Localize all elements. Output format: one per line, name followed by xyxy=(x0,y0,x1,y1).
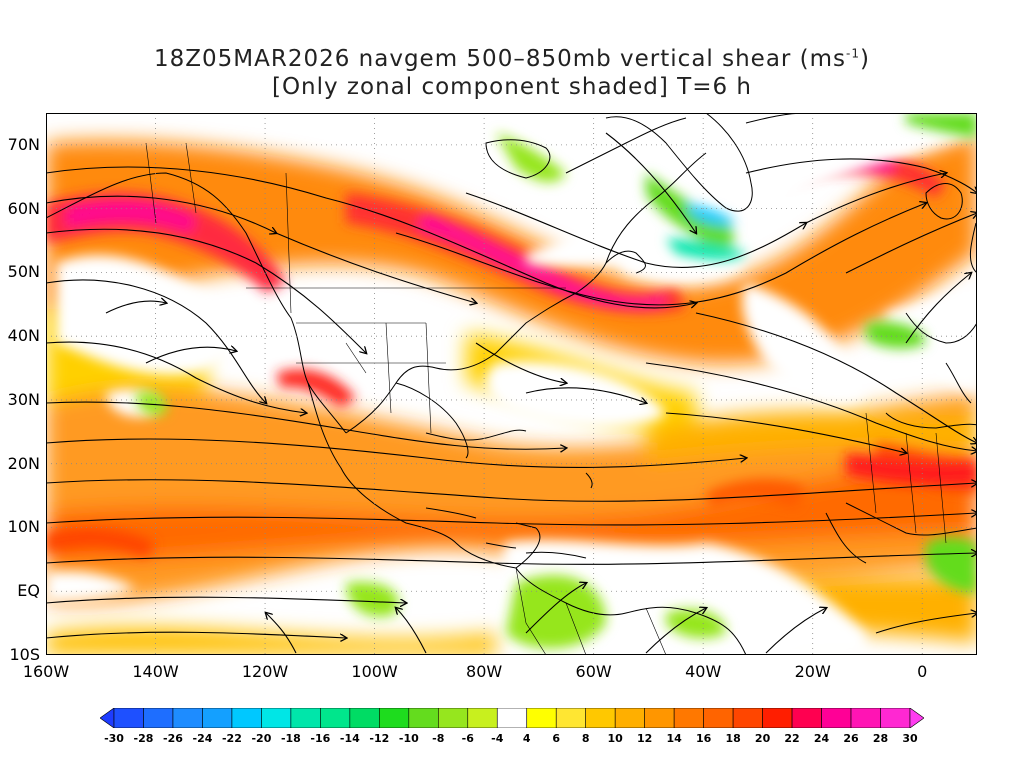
colorbar-level-label: 10 xyxy=(607,732,623,745)
colorbar-swatch xyxy=(703,708,734,728)
colorbar-swatch xyxy=(408,708,439,728)
lat-tick-label: 10S xyxy=(9,645,40,664)
colorbar-level-label: -4 xyxy=(491,732,504,745)
map-frame xyxy=(46,113,977,655)
colorbar-swatch xyxy=(585,708,616,728)
colorbar-level-label: 18 xyxy=(725,732,741,745)
colorbar-level-label: 22 xyxy=(784,732,800,745)
colorbar-swatch xyxy=(644,708,675,728)
colorbar-level-label: 28 xyxy=(872,732,889,745)
coastlines xyxy=(46,113,977,655)
lon-tick-label: 40W xyxy=(685,662,722,681)
colorbar-swatch xyxy=(555,708,587,728)
lon-tick-label: 20W xyxy=(794,662,831,681)
lon-tick-label: 0 xyxy=(917,662,928,681)
colorbar-level-label: 16 xyxy=(695,732,712,745)
colorbar xyxy=(100,708,924,728)
colorbar-level-label: -28 xyxy=(133,732,154,745)
colorbar-swatch xyxy=(526,708,557,728)
colorbar-swatch xyxy=(762,708,793,728)
colorbar-level-label: -18 xyxy=(280,732,301,745)
colorbar-level-label: -14 xyxy=(339,732,360,745)
lat-tick-label: 30N xyxy=(7,389,40,409)
colorbar-swatch xyxy=(614,708,645,728)
colorbar-level-label: 8 xyxy=(581,732,590,745)
colorbar-level-label: -10 xyxy=(398,732,419,745)
lat-tick-label: EQ xyxy=(17,581,40,601)
lat-tick-label: 50N xyxy=(7,262,40,282)
lon-tick-label: 120W xyxy=(241,662,289,681)
colorbar-swatch xyxy=(467,708,498,728)
colorbar-level-label: 14 xyxy=(666,732,682,745)
colorbar-level-label: 20 xyxy=(754,732,771,745)
colorbar-swatch xyxy=(437,708,469,728)
colorbar-level-label: -16 xyxy=(310,732,331,745)
lon-tick-label: 60W xyxy=(575,662,612,681)
colorbar-level-label: -20 xyxy=(251,732,272,745)
colorbar-swatch xyxy=(880,708,911,728)
chart-title-suffix: ) xyxy=(860,46,870,72)
colorbar-swatch xyxy=(320,708,351,728)
shading-negative-areas xyxy=(136,113,977,649)
lat-tick-label: 70N xyxy=(7,134,40,154)
colorbar-swatch xyxy=(290,708,321,728)
lon-tick-label: 160W xyxy=(22,662,70,681)
colorbar-swatch xyxy=(143,708,174,728)
colorbar-swatch xyxy=(821,708,852,728)
shear-shading xyxy=(46,113,977,655)
colorbar-level-label: -22 xyxy=(221,732,242,745)
chart-title-line2: [Only zonal component shaded] T=6 h xyxy=(271,74,753,100)
lat-tick-label: 60N xyxy=(7,198,40,218)
colorbar-level-label: 4 xyxy=(522,732,531,745)
shear-map xyxy=(46,113,977,655)
colorbar-swatch xyxy=(791,708,822,728)
colorbar-swatch xyxy=(349,708,380,728)
lon-tick-label: 140W xyxy=(132,662,179,681)
colorbar-level-label: -12 xyxy=(369,732,390,745)
colorbar-swatch xyxy=(379,708,410,728)
lat-lon-grid xyxy=(46,113,977,655)
colorbar-level-label: -30 xyxy=(104,732,124,745)
lat-tick-label: 20N xyxy=(7,453,40,473)
chart-title-line1: 18Z05MAR2026 navgem 500–850mb vertical s… xyxy=(0,46,1024,72)
colorbar-level-label: 30 xyxy=(902,732,918,745)
colorbar-swatch xyxy=(909,708,924,728)
colorbar-level-label: 6 xyxy=(552,732,561,745)
chart-title-unit-exponent: -1 xyxy=(846,46,861,61)
colorbar-swatch xyxy=(732,708,763,728)
lon-tick-label: 80W xyxy=(466,662,503,681)
colorbar-level-label: 12 xyxy=(637,732,653,745)
colorbar-swatch xyxy=(231,708,262,728)
streamlines xyxy=(46,132,977,654)
colorbar-level-label: 26 xyxy=(843,732,859,745)
colorbar-swatch xyxy=(496,708,528,728)
map-content xyxy=(46,113,977,655)
lon-tick-label: 100W xyxy=(351,662,398,681)
colorbar-swatch xyxy=(261,708,292,728)
colorbar-swatch xyxy=(113,708,144,728)
colorbar-level-label: -26 xyxy=(163,732,183,745)
colorbar-level-label: -24 xyxy=(192,732,213,745)
colorbar-level-label: 24 xyxy=(813,732,830,745)
colorbar-swatch xyxy=(172,708,203,728)
colorbar-level-label: -8 xyxy=(432,732,445,745)
colorbar-swatch xyxy=(202,708,233,728)
lat-tick-label: 10N xyxy=(7,517,40,537)
colorbar-level-label: -6 xyxy=(461,732,474,745)
colorbar-swatch xyxy=(673,708,704,728)
chart-title-prefix: 18Z05MAR2026 navgem 500–850mb vertical s… xyxy=(153,46,847,72)
colorbar-swatch xyxy=(100,708,115,728)
colorbar-swatch xyxy=(850,708,881,728)
lat-tick-label: 40N xyxy=(7,326,40,346)
